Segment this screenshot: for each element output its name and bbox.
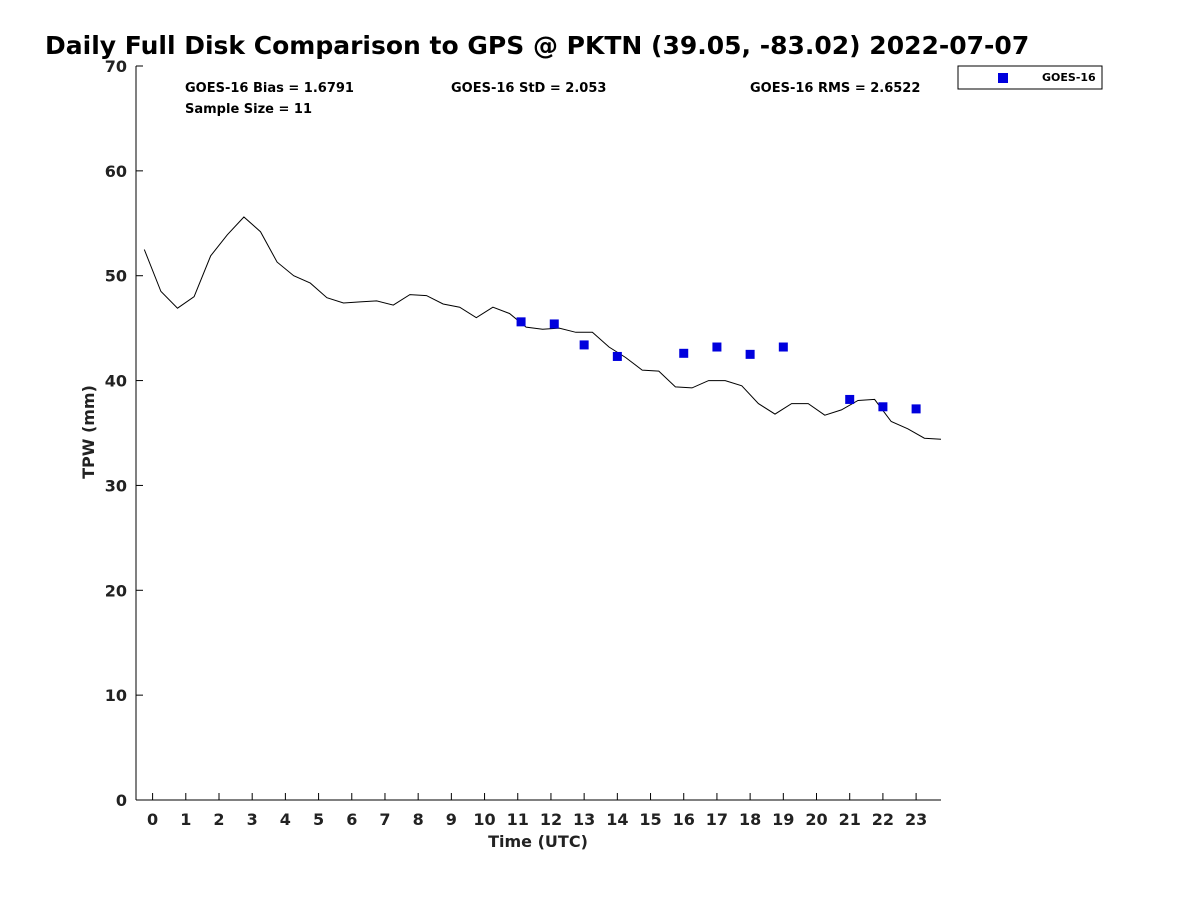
x-tick-label: 9 xyxy=(446,810,457,829)
goes-16-point xyxy=(712,342,722,352)
x-axis-label: Time (UTC) xyxy=(488,832,588,851)
goes-16-point xyxy=(579,340,589,350)
x-tick-label: 13 xyxy=(573,810,595,829)
x-tick-label: 6 xyxy=(346,810,357,829)
stats-annotations: GOES-16 Bias = 1.6791 GOES-16 StD = 2.05… xyxy=(185,81,920,117)
goes-16-point xyxy=(911,404,921,414)
x-tick-label: 15 xyxy=(639,810,661,829)
legend: GOES-16 xyxy=(957,65,1103,90)
x-tick-label: 23 xyxy=(905,810,927,829)
x-tick-label: 3 xyxy=(247,810,258,829)
goes-16-point xyxy=(745,349,755,359)
gps-series-line xyxy=(143,216,942,440)
y-tick-label: 60 xyxy=(105,162,127,181)
y-tick-label: 30 xyxy=(105,476,127,495)
x-tick-label: 20 xyxy=(805,810,827,829)
x-tick-label: 2 xyxy=(213,810,224,829)
bias-stat: GOES-16 Bias = 1.6791 xyxy=(185,81,354,96)
x-tick-label: 17 xyxy=(706,810,728,829)
x-tick-label: 19 xyxy=(772,810,794,829)
x-tick-label: 5 xyxy=(313,810,324,829)
chart-title: Daily Full Disk Comparison to GPS @ PKTN… xyxy=(45,31,1029,60)
y-tick-label: 70 xyxy=(105,57,127,76)
x-tick-label: 1 xyxy=(180,810,191,829)
legend-marker-goes-16 xyxy=(998,73,1008,83)
y-ticks: 0 10 20 30 40 50 60 70 xyxy=(105,57,143,810)
y-axis-label: TPW (mm) xyxy=(79,385,98,479)
std-stat: GOES-16 StD = 2.053 xyxy=(451,81,606,96)
goes-16-point xyxy=(516,317,526,327)
y-tick-label: 20 xyxy=(105,581,127,600)
y-tick-label: 40 xyxy=(105,372,127,391)
goes-16-point xyxy=(778,342,788,352)
y-tick-label: 10 xyxy=(105,686,127,705)
goes-16-point xyxy=(612,351,622,361)
x-tick-label: 21 xyxy=(839,810,861,829)
legend-label-goes-16: GOES-16 xyxy=(1042,71,1096,84)
y-tick-label: 0 xyxy=(116,791,127,810)
x-tick-label: 16 xyxy=(673,810,695,829)
goes-16-point xyxy=(878,402,888,412)
sample-size-stat: Sample Size = 11 xyxy=(185,102,312,117)
x-tick-label: 12 xyxy=(540,810,562,829)
x-tick-label: 10 xyxy=(473,810,495,829)
x-tick-label: 18 xyxy=(739,810,761,829)
goes-16-point xyxy=(549,319,559,329)
legend-box xyxy=(957,65,1103,90)
x-tick-label: 11 xyxy=(507,810,529,829)
x-tick-label: 14 xyxy=(606,810,628,829)
goes-16-point xyxy=(845,394,855,404)
x-ticks: 0 1 2 3 4 5 6 7 8 9 10 11 12 13 14 15 16 17 18 19 20 21 22 23 xyxy=(147,793,927,829)
axes xyxy=(135,66,941,801)
x-tick-label: 8 xyxy=(413,810,424,829)
y-tick-label: 50 xyxy=(105,267,127,286)
x-tick-label: 4 xyxy=(280,810,291,829)
goes-16-series xyxy=(516,317,921,414)
goes-16-point xyxy=(679,348,689,358)
rms-stat: GOES-16 RMS = 2.6522 xyxy=(750,81,920,96)
x-tick-label: 0 xyxy=(147,810,158,829)
x-tick-label: 22 xyxy=(872,810,894,829)
x-tick-label: 7 xyxy=(379,810,390,829)
